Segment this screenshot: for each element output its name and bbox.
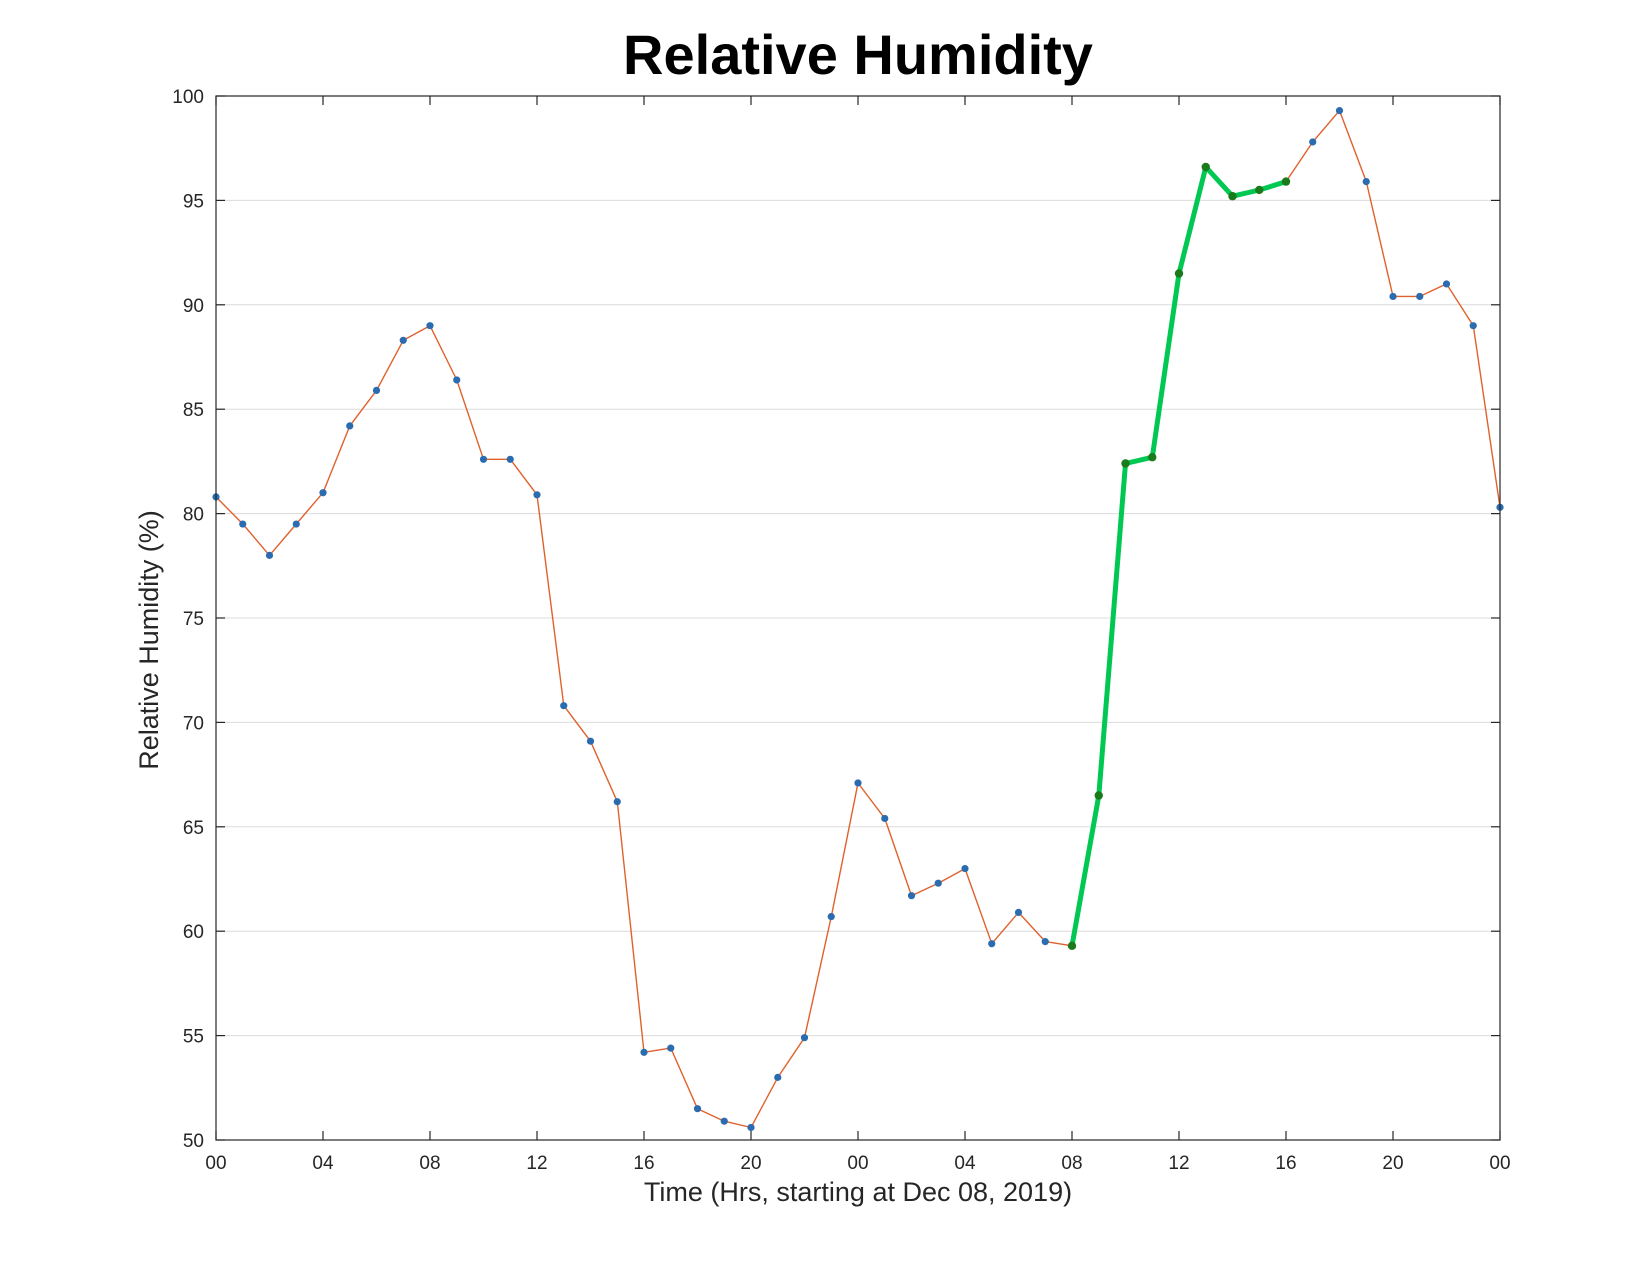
- x-tick-label: 08: [1061, 1153, 1082, 1174]
- humidity-series-point: [1309, 138, 1317, 146]
- humidity-series-point: [907, 892, 916, 900]
- humidity-series-point: [346, 422, 354, 430]
- y-tick-label: 80: [183, 505, 204, 526]
- x-tick-label: 00: [205, 1153, 226, 1174]
- chart-title: Relative Humidity: [623, 23, 1093, 86]
- y-tick-label: 55: [183, 1027, 204, 1048]
- humidity-series-point: [934, 879, 942, 887]
- humidity-series-point: [453, 376, 461, 384]
- humidity-series-point: [854, 779, 862, 787]
- humidity-series-point: [1362, 178, 1370, 186]
- humidity-series-point: [747, 1123, 755, 1132]
- humidity-series-point: [800, 1034, 809, 1042]
- highlighted-series-point: [1201, 162, 1210, 172]
- highlighted-series-point: [1228, 192, 1237, 201]
- humidity-series-point: [1416, 292, 1424, 301]
- x-tick-label: 16: [633, 1153, 654, 1174]
- humidity-series-point: [1335, 107, 1344, 115]
- highlighted-series-point: [1094, 791, 1103, 800]
- humidity-series-point: [292, 520, 300, 528]
- y-tick-label: 95: [183, 191, 204, 212]
- y-axis-label: Relative Humidity (%): [134, 510, 164, 770]
- y-tick-label: 50: [183, 1131, 204, 1152]
- humidity-series-point: [613, 798, 621, 806]
- highlighted-series-point: [1174, 269, 1184, 278]
- humidity-series-point: [667, 1044, 675, 1052]
- x-tick-label: 04: [312, 1153, 334, 1174]
- humidity-series-point: [399, 336, 407, 344]
- tick-layer: 50 55 60 65 70 75 80 85 90 95 100 00 04 08 12 16 20 00 04 0…: [172, 87, 1510, 1174]
- x-tick-label: 12: [526, 1153, 547, 1174]
- humidity-series-point: [560, 702, 568, 710]
- humidity-series-point: [640, 1048, 648, 1056]
- x-tick-label: 20: [740, 1153, 761, 1174]
- humidity-series-point: [1014, 908, 1023, 917]
- humidity-series-point: [426, 322, 434, 330]
- y-tick-label: 75: [183, 609, 204, 630]
- x-axis-label: Time (Hrs, starting at Dec 08, 2019): [644, 1177, 1072, 1207]
- series-layer: [212, 107, 1504, 1132]
- x-tick-label: 00: [847, 1153, 868, 1174]
- grid-layer: [216, 199, 1500, 1037]
- humidity-series-point: [720, 1117, 728, 1125]
- humidity-series-point: [693, 1105, 702, 1113]
- humidity-series-point: [1041, 938, 1049, 946]
- humidity-series-point: [533, 491, 541, 499]
- humidity-series-point: [1389, 292, 1397, 301]
- humidity-series-point: [988, 940, 996, 948]
- x-tick-label: 16: [1275, 1153, 1296, 1174]
- y-tick-label: 60: [183, 922, 204, 943]
- highlighted-series-point: [1255, 185, 1264, 195]
- humidity-series-point: [1442, 280, 1451, 288]
- highlighted-series-point: [1121, 459, 1130, 468]
- highlighted-series-point: [1067, 941, 1077, 951]
- humidity-series-point: [961, 864, 969, 873]
- highlighted-series-point: [1281, 177, 1291, 186]
- y-tick-label: 85: [183, 400, 204, 421]
- humidity-series-point: [1469, 322, 1477, 330]
- humidity-series-point: [774, 1073, 782, 1081]
- x-tick-label: 00: [1489, 1153, 1510, 1174]
- humidity-series-point: [265, 551, 274, 559]
- x-tick-label: 08: [419, 1153, 440, 1174]
- humidity-series-point: [506, 455, 514, 463]
- x-tick-label: 20: [1382, 1153, 1403, 1174]
- y-tick-label: 90: [183, 296, 204, 317]
- humidity-series-point: [319, 489, 327, 497]
- humidity-series-point: [239, 520, 247, 528]
- humidity-series-point: [479, 455, 488, 463]
- x-tick-label: 04: [954, 1153, 976, 1174]
- x-tick-label: 12: [1168, 1153, 1189, 1174]
- humidity-series-point: [586, 737, 595, 745]
- y-tick-label: 100: [172, 87, 204, 108]
- humidity-series-point: [827, 912, 835, 921]
- humidity-series-point: [372, 386, 381, 395]
- y-tick-label: 65: [183, 818, 204, 839]
- humidity-series-point: [881, 814, 889, 823]
- highlighted-series-point: [1148, 453, 1157, 462]
- y-tick-label: 70: [183, 713, 204, 734]
